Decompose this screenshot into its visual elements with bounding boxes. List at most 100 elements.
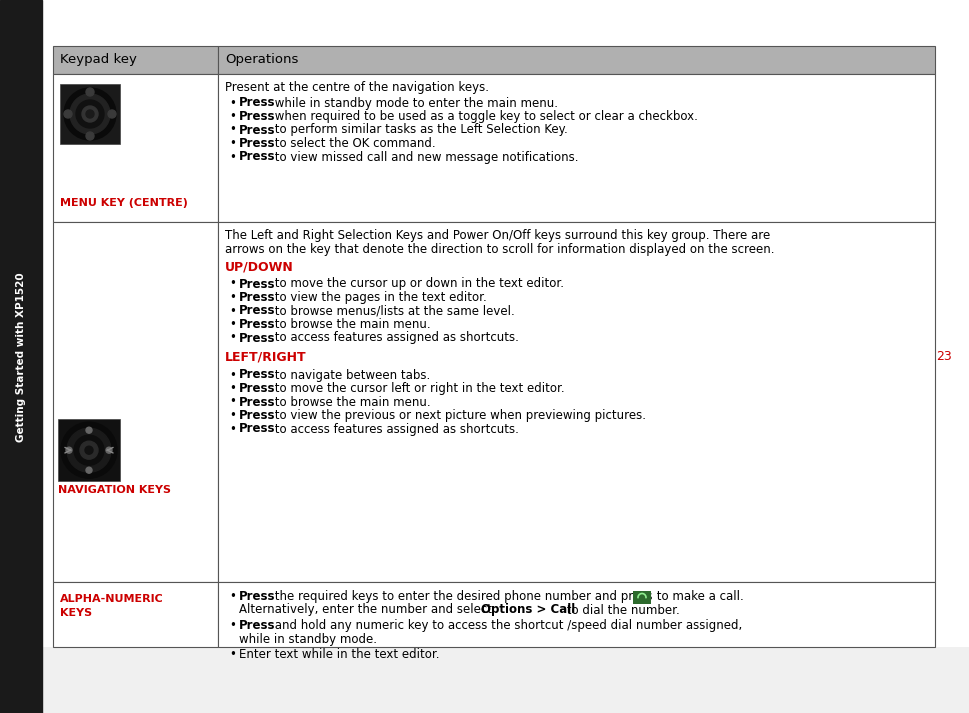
Circle shape bbox=[64, 88, 116, 140]
Bar bbox=[53, 582, 218, 647]
Circle shape bbox=[61, 422, 117, 478]
Text: Press: Press bbox=[238, 137, 275, 150]
Circle shape bbox=[76, 100, 104, 128]
Circle shape bbox=[66, 447, 72, 453]
Circle shape bbox=[86, 467, 92, 473]
Text: Press: Press bbox=[238, 110, 275, 123]
Text: •: • bbox=[229, 332, 235, 344]
Text: •: • bbox=[229, 277, 235, 290]
Text: and hold any numeric key to access the shortcut /speed dial number assigned,: and hold any numeric key to access the s… bbox=[270, 619, 741, 632]
Circle shape bbox=[85, 446, 93, 454]
Text: Press: Press bbox=[238, 619, 275, 632]
Circle shape bbox=[70, 94, 109, 134]
Text: Press: Press bbox=[238, 332, 275, 344]
Text: •: • bbox=[229, 382, 235, 395]
Text: to access features assigned as shortcuts.: to access features assigned as shortcuts… bbox=[270, 423, 518, 436]
Text: •: • bbox=[229, 123, 235, 136]
Text: Press: Press bbox=[238, 382, 275, 395]
Text: while in standby mode to enter the main menu.: while in standby mode to enter the main … bbox=[270, 96, 557, 110]
Circle shape bbox=[64, 110, 72, 118]
Text: to view the previous or next picture when previewing pictures.: to view the previous or next picture whe… bbox=[270, 409, 645, 422]
Text: LEFT/RIGHT: LEFT/RIGHT bbox=[225, 351, 306, 364]
Text: •: • bbox=[229, 291, 235, 304]
Text: •: • bbox=[229, 304, 235, 317]
Text: •: • bbox=[229, 369, 235, 381]
Text: •: • bbox=[229, 150, 235, 163]
Text: when required to be used as a toggle key to select or clear a checkbox.: when required to be used as a toggle key… bbox=[270, 110, 697, 123]
Circle shape bbox=[74, 435, 104, 465]
Text: Keypad key: Keypad key bbox=[60, 53, 137, 66]
Text: while in standby mode.: while in standby mode. bbox=[238, 632, 377, 645]
Text: to select the OK command.: to select the OK command. bbox=[270, 137, 435, 150]
Text: to view the pages in the text editor.: to view the pages in the text editor. bbox=[270, 291, 486, 304]
Text: arrows on the key that denote the direction to scroll for information displayed : arrows on the key that denote the direct… bbox=[225, 242, 773, 255]
Text: •: • bbox=[229, 619, 235, 632]
Text: •: • bbox=[229, 423, 235, 436]
Text: •: • bbox=[229, 648, 235, 661]
Circle shape bbox=[67, 429, 110, 472]
Text: Press: Press bbox=[238, 96, 275, 110]
Text: to dial the number.: to dial the number. bbox=[562, 603, 679, 617]
Text: to browse menus/lists at the same level.: to browse menus/lists at the same level. bbox=[270, 304, 515, 317]
Text: •: • bbox=[229, 409, 235, 422]
Text: to view missed call and new message notifications.: to view missed call and new message noti… bbox=[270, 150, 578, 163]
Text: UP/DOWN: UP/DOWN bbox=[225, 260, 294, 273]
Text: to move the cursor left or right in the text editor.: to move the cursor left or right in the … bbox=[270, 382, 564, 395]
Bar bbox=[218, 74, 934, 222]
Text: Press: Press bbox=[238, 396, 275, 409]
Bar bbox=[633, 591, 650, 604]
Bar bbox=[0, 647, 969, 713]
Text: Present at the centre of the navigation keys.: Present at the centre of the navigation … bbox=[225, 81, 488, 94]
Bar bbox=[218, 46, 934, 74]
Text: to browse the main menu.: to browse the main menu. bbox=[270, 318, 430, 331]
Circle shape bbox=[86, 132, 94, 140]
Bar bbox=[60, 84, 120, 144]
Text: ALPHA-NUMERIC: ALPHA-NUMERIC bbox=[60, 594, 164, 604]
Text: •: • bbox=[229, 137, 235, 150]
Circle shape bbox=[79, 441, 98, 459]
Text: Alternatively, enter the number and select: Alternatively, enter the number and sele… bbox=[238, 603, 495, 617]
Text: Press: Press bbox=[238, 423, 275, 436]
Text: Press: Press bbox=[238, 304, 275, 317]
Text: the required keys to enter the desired phone number and press: the required keys to enter the desired p… bbox=[270, 590, 656, 603]
Text: Press: Press bbox=[238, 318, 275, 331]
Bar bbox=[42, 647, 969, 713]
Text: to move the cursor up or down in the text editor.: to move the cursor up or down in the tex… bbox=[270, 277, 563, 290]
Bar bbox=[53, 46, 218, 74]
Text: Operations: Operations bbox=[225, 53, 298, 66]
Text: Press: Press bbox=[238, 150, 275, 163]
Text: •: • bbox=[229, 96, 235, 110]
Text: Press: Press bbox=[238, 277, 275, 290]
Text: Press: Press bbox=[238, 123, 275, 136]
Text: Press: Press bbox=[238, 590, 275, 603]
Text: 23: 23 bbox=[935, 350, 951, 363]
Text: Press: Press bbox=[238, 409, 275, 422]
Text: •: • bbox=[229, 396, 235, 409]
Text: Enter text while in the text editor.: Enter text while in the text editor. bbox=[238, 648, 439, 661]
Text: Press: Press bbox=[238, 369, 275, 381]
Circle shape bbox=[86, 427, 92, 434]
Bar bbox=[53, 222, 218, 582]
Text: to make a call.: to make a call. bbox=[652, 590, 743, 603]
Bar bbox=[58, 419, 120, 481]
Text: The Left and Right Selection Keys and Power On/Off keys surround this key group.: The Left and Right Selection Keys and Po… bbox=[225, 229, 769, 242]
Circle shape bbox=[82, 106, 98, 122]
Bar bbox=[53, 74, 218, 222]
Text: •: • bbox=[229, 318, 235, 331]
Text: Options > Call: Options > Call bbox=[481, 603, 575, 617]
Text: to perform similar tasks as the Left Selection Key.: to perform similar tasks as the Left Sel… bbox=[270, 123, 567, 136]
Bar bbox=[218, 222, 934, 582]
Bar bbox=[0, 0, 42, 713]
Text: to access features assigned as shortcuts.: to access features assigned as shortcuts… bbox=[270, 332, 518, 344]
Circle shape bbox=[86, 110, 94, 118]
Text: •: • bbox=[229, 110, 235, 123]
Text: to navigate between tabs.: to navigate between tabs. bbox=[270, 369, 430, 381]
Circle shape bbox=[108, 110, 116, 118]
Text: MENU KEY (CENTRE): MENU KEY (CENTRE) bbox=[60, 198, 188, 208]
Text: KEYS: KEYS bbox=[60, 608, 92, 618]
Circle shape bbox=[86, 88, 94, 96]
Text: to browse the main menu.: to browse the main menu. bbox=[270, 396, 430, 409]
Bar bbox=[218, 582, 934, 647]
Text: •: • bbox=[229, 590, 235, 603]
Text: Getting Started with XP1520: Getting Started with XP1520 bbox=[16, 272, 26, 442]
